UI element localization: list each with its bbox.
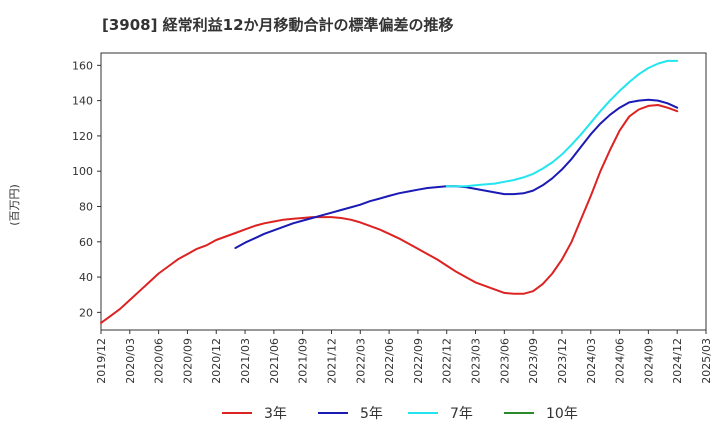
y-tick-label: 40 xyxy=(79,271,93,284)
y-axis-label: (百万円) xyxy=(8,184,21,226)
y-tick-label: 140 xyxy=(72,95,93,108)
legend-label: 5年 xyxy=(360,406,383,422)
legend-label: 10年 xyxy=(546,406,578,422)
x-tick-label: 2021/03 xyxy=(239,338,252,384)
series-line-7年 xyxy=(445,59,679,188)
x-tick-label: 2021/09 xyxy=(297,338,310,384)
axes: 20 40 60 80 100 120 140 160 2019/12 2020/03 2020/0… xyxy=(72,52,713,384)
y-tick-label: 20 xyxy=(79,306,93,319)
x-tick-label: 2025/03 xyxy=(700,338,713,384)
series-layer xyxy=(100,59,679,324)
x-tick-label: 2020/06 xyxy=(153,338,166,384)
legend: 3年 5年 7年 10年 xyxy=(222,406,578,422)
x-tick-label: 2022/09 xyxy=(412,338,425,384)
x-tick-label: 2021/06 xyxy=(268,338,281,384)
x-tick-label: 2021/12 xyxy=(325,338,338,384)
x-tick-label: 2022/06 xyxy=(383,338,396,384)
x-tick-label: 2023/12 xyxy=(556,338,569,384)
x-tick-label: 2024/09 xyxy=(642,338,655,384)
x-tick-label: 2020/12 xyxy=(210,338,223,384)
legend-label: 3年 xyxy=(264,406,287,422)
x-tick-label: 2022/03 xyxy=(354,338,367,384)
x-tick-label: 2023/09 xyxy=(527,338,540,384)
x-tick-label: 2024/12 xyxy=(671,338,684,384)
x-tick-label: 2022/12 xyxy=(441,338,454,384)
y-tick-label: 80 xyxy=(79,200,93,213)
x-tick-label: 2024/06 xyxy=(614,338,627,384)
y-tick-label: 160 xyxy=(72,59,93,72)
x-tick-label: 2023/03 xyxy=(470,338,483,384)
x-tick-label: 2024/03 xyxy=(585,338,598,384)
y-tick-label: 60 xyxy=(79,236,93,249)
x-tick-label: 2020/09 xyxy=(181,338,194,384)
chart-title: [3908] 経常利益12か月移動合計の標準偏差の推移 xyxy=(102,16,454,34)
x-tick-label: 2020/03 xyxy=(124,338,137,384)
x-tick-label: 2019/12 xyxy=(95,338,108,384)
x-tick-label: 2023/06 xyxy=(498,338,511,384)
y-tick-label: 100 xyxy=(72,165,93,178)
series-line-3年 xyxy=(100,104,679,324)
y-tick-label: 120 xyxy=(72,130,93,143)
legend-label: 7年 xyxy=(450,406,473,422)
